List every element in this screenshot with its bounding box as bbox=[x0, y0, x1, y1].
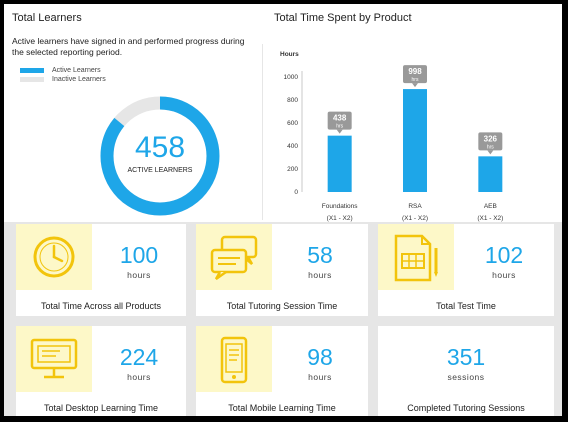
y-tick-label: 400 bbox=[287, 143, 298, 150]
value-badge bbox=[478, 132, 503, 151]
card-value: 351 bbox=[446, 344, 486, 370]
y-tick-label: 1000 bbox=[284, 74, 299, 81]
card-unit: hours bbox=[127, 270, 151, 280]
card-mobile-time: 98 hours Total Mobile Learning Time bbox=[196, 326, 368, 416]
card-icon-box bbox=[16, 224, 92, 290]
y-tick-label: 600 bbox=[287, 120, 298, 127]
card-total-time: 100 hours Total Time Across all Products bbox=[16, 224, 186, 316]
value-badge-pointer bbox=[412, 83, 418, 88]
card-value: 58 bbox=[307, 242, 333, 268]
bar-value-label: 326 bbox=[484, 134, 498, 143]
y-tick-label: 0 bbox=[294, 189, 298, 196]
card-label: Total Desktop Learning Time bbox=[43, 403, 159, 413]
y-tick-label: 800 bbox=[287, 97, 298, 104]
value-badge-pointer bbox=[487, 150, 494, 155]
chart-title: Total Time Spent by Product bbox=[274, 12, 412, 24]
legend-active: Active Learners bbox=[20, 67, 101, 74]
card-test-time: 102 hours Total Test Time bbox=[378, 224, 554, 316]
bar-value-label: 438 bbox=[333, 114, 347, 123]
card-label: Total Tutoring Session Time bbox=[226, 301, 338, 311]
card-unit: hours bbox=[492, 270, 516, 280]
active-learners-donut bbox=[100, 96, 220, 216]
desktop-icon bbox=[30, 338, 78, 379]
time-by-product-chart: Hours02004006008001000438hrsFoundations(… bbox=[280, 51, 503, 222]
card-icon-box bbox=[16, 326, 92, 392]
bar-value-label: 998 bbox=[408, 67, 422, 76]
card-unit: hours bbox=[127, 372, 151, 382]
card-value: 98 bbox=[307, 344, 333, 370]
value-badge bbox=[327, 111, 352, 130]
card-label: Total Test Time bbox=[436, 301, 496, 311]
y-tick-label: 200 bbox=[287, 166, 298, 173]
value-badge bbox=[403, 65, 427, 84]
x-tick-label: RSA bbox=[408, 203, 422, 210]
card-label: Total Mobile Learning Time bbox=[228, 403, 336, 413]
card-desktop-time: 224 hours Total Desktop Learning Time bbox=[16, 326, 186, 416]
card-icon-box bbox=[378, 224, 454, 290]
legend-swatch-active bbox=[20, 68, 44, 73]
legend-inactive-label: Inactive Learners bbox=[52, 76, 106, 83]
legend-active-label: Active Learners bbox=[52, 67, 101, 74]
card-value: 100 bbox=[119, 242, 159, 268]
card-value: 224 bbox=[119, 344, 159, 370]
bar-aeb bbox=[478, 156, 503, 192]
card-unit: sessions bbox=[447, 372, 485, 382]
bar-value-unit: hrs bbox=[412, 77, 419, 83]
x-tick-label: Foundations bbox=[322, 203, 359, 210]
card-tutoring-time: 58 hours Total Tutoring Session Time bbox=[196, 224, 368, 316]
bar-rsa bbox=[403, 89, 427, 192]
card-unit: hours bbox=[308, 372, 332, 382]
card-unit: hours bbox=[308, 270, 332, 280]
card-value: 102 bbox=[484, 242, 524, 268]
bar-value-unit: hrs bbox=[336, 124, 343, 130]
legend-inactive: Inactive Learners bbox=[20, 76, 106, 83]
x-tick-sublabel: (X1 - X2) bbox=[327, 215, 353, 222]
card-label: Total Time Across all Products bbox=[40, 301, 162, 311]
mobile-icon bbox=[220, 336, 248, 384]
card-completed-sessions: 351 sessions Completed Tutoring Sessions bbox=[378, 326, 554, 416]
test-document-icon bbox=[394, 234, 438, 282]
active-learners-count: 458 bbox=[134, 131, 186, 164]
donut-active-arc bbox=[100, 96, 220, 216]
total-learners-description: Active learners have signed in and perfo… bbox=[12, 36, 244, 58]
clock-icon bbox=[33, 236, 75, 278]
total-learners-title: Total Learners bbox=[12, 12, 82, 24]
chat-bubbles-icon bbox=[210, 235, 258, 280]
description-line-1: Active learners have signed in and perfo… bbox=[12, 36, 245, 46]
bar-foundations bbox=[327, 135, 352, 192]
card-label: Completed Tutoring Sessions bbox=[407, 403, 525, 413]
panel-divider bbox=[262, 44, 263, 220]
bar-value-unit: hrs bbox=[487, 144, 494, 150]
x-tick-sublabel: (X1 - X2) bbox=[402, 215, 428, 222]
active-learners-label: ACTIVE LEARNERS bbox=[127, 167, 193, 174]
legend-swatch-inactive bbox=[20, 77, 44, 82]
dashboard: Total Learners Active learners have sign… bbox=[4, 4, 562, 416]
value-badge-pointer bbox=[336, 129, 343, 134]
description-line-2: the selected reporting period. bbox=[12, 47, 123, 57]
card-icon-box bbox=[196, 224, 272, 290]
x-tick-sublabel: (X1 - X2) bbox=[477, 215, 503, 222]
y-axis-label: Hours bbox=[280, 51, 299, 58]
card-icon-box bbox=[196, 326, 272, 392]
x-tick-label: AEB bbox=[484, 203, 497, 210]
